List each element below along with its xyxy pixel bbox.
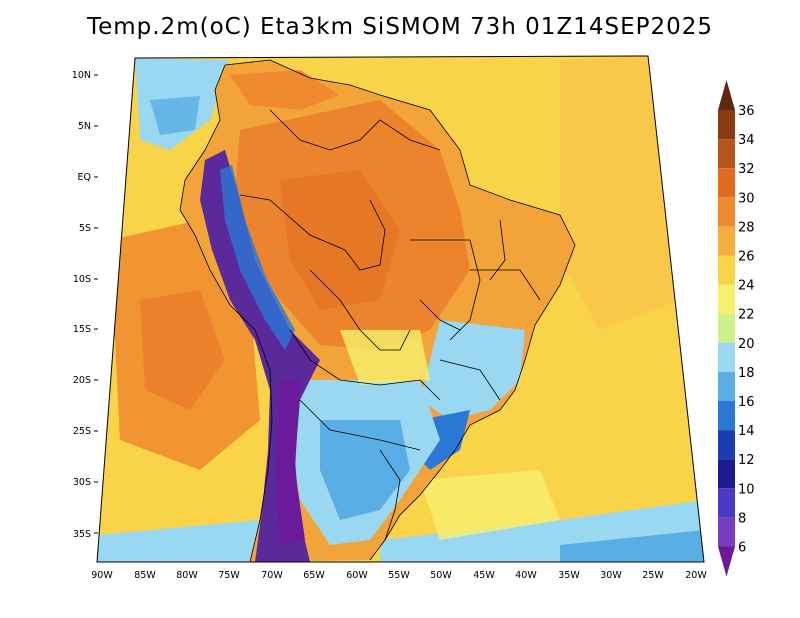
lat-tick-label: 5N (78, 121, 91, 132)
colorbar-segment (718, 517, 735, 547)
colorbar-segment (718, 284, 735, 314)
lon-tick-label: 60W (346, 570, 368, 581)
chaco-mild-region (340, 330, 430, 385)
colorbar-segment (718, 168, 735, 198)
lon-tick-label: 80W (176, 570, 198, 581)
colorbar-label: 28 (738, 220, 755, 235)
border-brazil-states-4 (439, 359, 501, 401)
southern-atlantic-cold (560, 530, 704, 562)
lon-tick-label: 45W (473, 570, 495, 581)
atlantic-mild-patch (420, 470, 560, 540)
lat-tick-label: 15S (73, 324, 91, 335)
colorbar-label: 20 (738, 337, 755, 352)
lon-tick-label: 20W (685, 570, 707, 581)
colorbar: 36 34 32 30 28 26 24 22 20 18 16 14 12 10 8 6 (718, 80, 755, 577)
border-uruguay (379, 449, 401, 541)
colorbar-label: 12 (738, 453, 755, 468)
lon-tick-label: 25W (642, 570, 664, 581)
lat-tick-label: 20S (73, 375, 91, 386)
colorbar-segment (718, 430, 735, 460)
colorbar-segment (718, 371, 735, 401)
colorbar-segment (718, 401, 735, 431)
lon-tick-label: 50W (430, 570, 452, 581)
lat-tick-label: EQ (78, 172, 91, 183)
colorbar-segment (718, 226, 735, 256)
pacific-cool-north-inner (150, 96, 200, 135)
lat-tick-label: 10S (73, 274, 91, 285)
longitude-axis: 90W 85W 80W 75W 70W 65W 60W 55W 50W 45W … (91, 561, 707, 581)
colorbar-segment (718, 488, 735, 518)
lon-tick-label: 35W (558, 570, 580, 581)
colorbar-label: 16 (738, 395, 755, 410)
country-borders (179, 59, 576, 563)
lat-tick-label: 10N (72, 70, 91, 81)
colorbar-label: 36 (738, 104, 755, 119)
border-peru-brazil (239, 194, 386, 271)
lon-tick-label: 90W (91, 570, 113, 581)
lon-tick-label: 40W (515, 570, 537, 581)
border-paraguay (289, 329, 441, 401)
lon-tick-label: 55W (388, 570, 410, 581)
colorbar-segment (718, 255, 735, 285)
southern-pacific-cool (97, 520, 260, 562)
andes-slope-north (220, 165, 295, 350)
lon-tick-label: 75W (218, 570, 240, 581)
map-title: Temp.2m(oC) Eta3km SiSMOM 73h 01Z14SEP20… (86, 14, 714, 40)
coastline-west (179, 64, 273, 563)
lon-tick-label: 85W (134, 570, 156, 581)
border-bolivia (309, 269, 411, 351)
colorbar-label: 10 (738, 482, 755, 497)
pampas-cold-region (320, 420, 410, 520)
colorbar-label: 22 (738, 308, 755, 323)
northern-coast-warm (230, 70, 340, 110)
latitude-axis: 10N 5N EQ 5S 10S 15S 20S 25S 30S 35S (72, 70, 98, 540)
colorbar-label: 18 (738, 366, 755, 381)
colorbar-label: 6 (738, 541, 746, 556)
border-brazil-states-5 (419, 299, 461, 331)
lat-tick-label: 30S (73, 477, 91, 488)
border-brazil-states-1 (410, 239, 481, 341)
lat-tick-label: 5S (79, 223, 91, 234)
lon-tick-label: 70W (261, 570, 283, 581)
ocean-warm-band (560, 56, 680, 330)
andes-south-core (275, 380, 305, 545)
colorbar-segment (718, 139, 735, 169)
colorbar-segment (718, 459, 735, 489)
colorbar-label: 8 (738, 511, 746, 526)
border-argentina-north (299, 399, 421, 451)
border-north (269, 109, 441, 151)
colorbar-segment (718, 313, 735, 343)
colorbar-label: 14 (738, 424, 755, 439)
colorbar-segment (718, 342, 735, 372)
map-domain (97, 56, 704, 562)
colorbar-arrow-top (718, 80, 735, 110)
colorbar-segment (718, 197, 735, 227)
lat-tick-label: 35S (73, 529, 91, 540)
colorbar-segment (718, 110, 735, 140)
colorbar-arrow-bottom (718, 546, 735, 577)
colorbar-label: 26 (738, 250, 755, 265)
pacific-hot-patch (140, 290, 225, 410)
colorbar-label: 32 (738, 162, 755, 177)
lon-tick-label: 30W (600, 570, 622, 581)
interior-hottest-region (280, 170, 400, 310)
lat-tick-label: 25S (73, 426, 91, 437)
coastline-east (224, 59, 576, 561)
border-brazil-states-2 (470, 269, 541, 301)
southeast-cool-region (420, 320, 525, 420)
border-brazil-states-3 (489, 219, 506, 281)
lon-tick-label: 65W (303, 570, 325, 581)
colorbar-label: 30 (738, 191, 755, 206)
colorbar-label: 24 (738, 279, 755, 294)
colorbar-label: 34 (738, 133, 755, 148)
